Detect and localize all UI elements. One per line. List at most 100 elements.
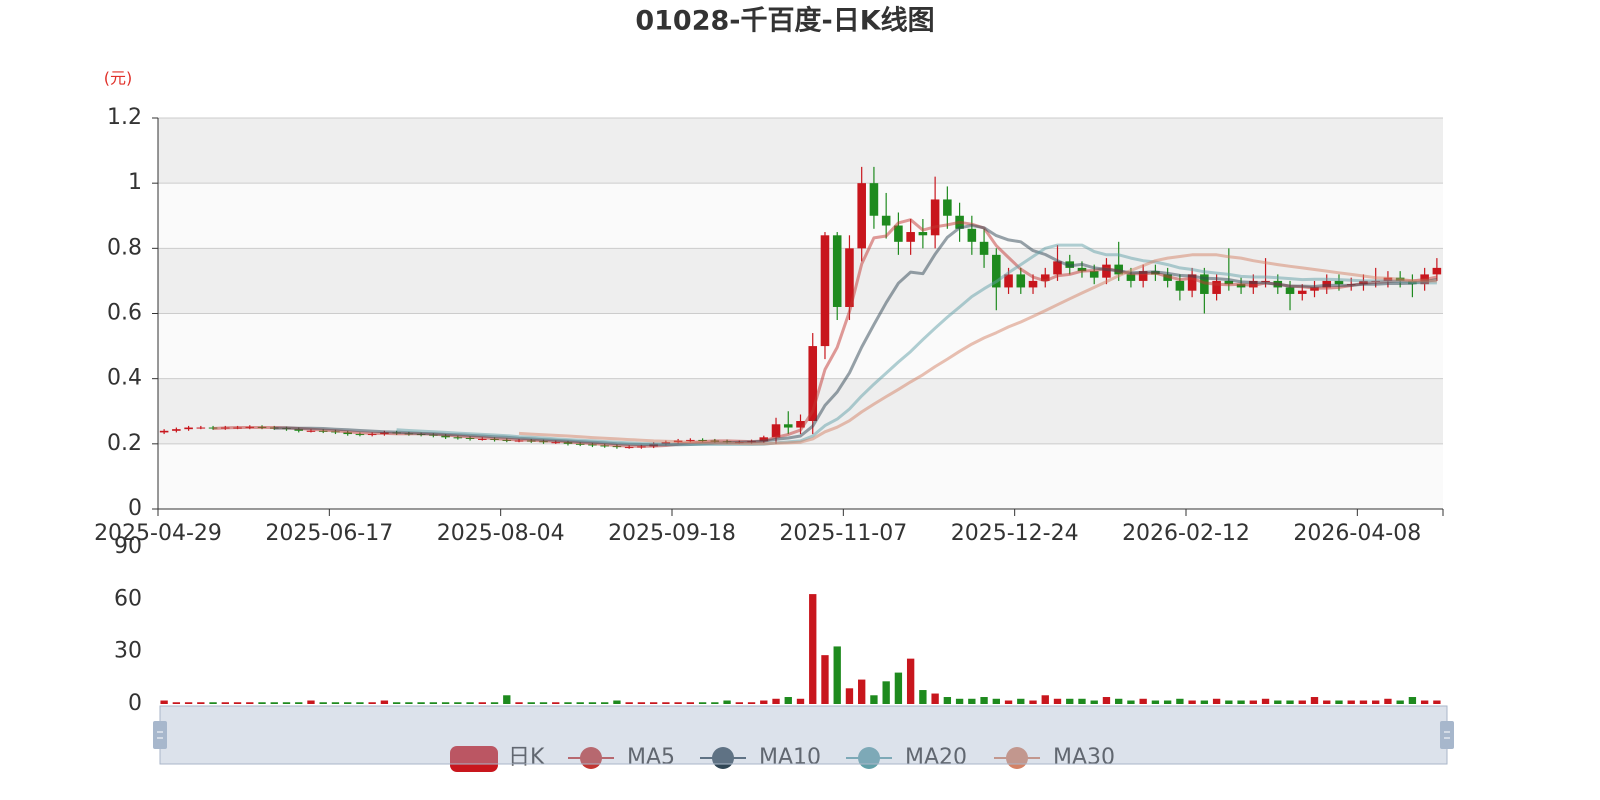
candle-body (453, 437, 463, 439)
volume-bar (1249, 700, 1257, 704)
volume-bar (184, 702, 193, 704)
candle-body (1212, 280, 1221, 294)
candle-body (943, 199, 952, 216)
y-tick-label: 1 (128, 170, 142, 195)
x-tick-label: 2026-02-12 (1122, 521, 1250, 546)
candle-body (1077, 267, 1087, 272)
candle-body (759, 437, 769, 442)
legend-label[interactable]: MA5 (627, 745, 675, 770)
split-area (158, 313, 1443, 379)
candle-body (1053, 261, 1062, 275)
volume-bar (955, 698, 964, 704)
volume-bar (454, 702, 462, 704)
volume-bar (1335, 700, 1343, 704)
volume-bar (1115, 698, 1123, 704)
volume-bar (796, 698, 805, 704)
candle-body (796, 421, 805, 428)
volume-bar (270, 702, 278, 704)
candle-body (1432, 267, 1442, 275)
volume-bar (992, 698, 1000, 704)
volume-bar (564, 702, 572, 704)
volume-bar (1127, 700, 1135, 704)
legend-icon[interactable] (450, 746, 498, 772)
candle-body (894, 225, 903, 242)
legend-label[interactable]: MA30 (1053, 745, 1115, 770)
ma-line (274, 224, 1438, 447)
volume-bar (576, 702, 584, 704)
legend-label[interactable]: MA10 (759, 745, 821, 770)
volume-bar (344, 702, 352, 704)
volume-bar (392, 702, 401, 704)
candle-body (1028, 280, 1038, 288)
candle-body (1334, 280, 1344, 285)
zoom-handle[interactable] (153, 721, 167, 749)
candle-body (771, 424, 781, 438)
zoom-slider[interactable] (159, 705, 1448, 765)
volume-bar (368, 702, 376, 704)
candle-body (1102, 264, 1111, 278)
volume-bar (906, 658, 915, 704)
volume-bar (588, 702, 597, 704)
volume-bar (1384, 698, 1392, 704)
volume-bar (1041, 695, 1049, 704)
volume-bar (405, 702, 413, 704)
candle-body (832, 235, 842, 307)
x-tick-label: 2025-11-07 (779, 521, 907, 546)
volume-bar (1090, 700, 1098, 704)
split-area (158, 443, 1443, 509)
volume-bar (1408, 697, 1417, 704)
volume-bar (760, 700, 768, 704)
volume-bar (1347, 700, 1355, 704)
volume-bar (172, 702, 181, 704)
volume-bar (1053, 698, 1062, 704)
volume-bar (784, 697, 792, 704)
y-tick-label: 0 (128, 496, 142, 521)
candle-body (686, 439, 695, 441)
volume-bar (723, 700, 731, 704)
volume-bar (527, 702, 535, 704)
candle-body (820, 235, 830, 347)
volume-bar (980, 697, 988, 704)
volume-bar (1200, 700, 1209, 704)
candle-body (869, 183, 879, 216)
volume-bar (331, 702, 340, 704)
volume-bar (478, 702, 486, 704)
y-tick-label: 0.2 (107, 431, 142, 456)
volume-bar (1396, 700, 1404, 704)
volume-bar (1212, 698, 1221, 704)
x-tick-label: 2025-04-29 (94, 521, 222, 546)
volume-bar (1323, 700, 1331, 704)
candle-body (906, 232, 915, 242)
volume-bar (380, 700, 389, 704)
volume-bar (1188, 700, 1196, 704)
candle-body (1126, 274, 1136, 281)
volume-bar (1176, 698, 1184, 704)
candle-body (930, 199, 940, 236)
volume-bar (356, 702, 364, 704)
zoom-handle[interactable] (1440, 721, 1454, 749)
x-tick-label: 2026-04-08 (1293, 521, 1421, 546)
candle-body (1285, 287, 1295, 294)
volume-bar (809, 594, 817, 704)
volume-bar (417, 702, 425, 704)
candle-body (196, 427, 206, 429)
candle-body (967, 228, 977, 242)
volume-tick-label: 0 (128, 691, 142, 716)
volume-bar (1359, 700, 1368, 704)
candle-body (1016, 274, 1026, 288)
candle-body (208, 427, 218, 429)
volume-bar (515, 702, 523, 704)
volume-bar (686, 702, 695, 704)
volume-bar (1225, 700, 1233, 704)
volume-tick-label: 30 (114, 639, 142, 664)
y-tick-label: 0.8 (107, 235, 142, 260)
volume-bar (735, 702, 743, 704)
volume-bar (1163, 700, 1172, 704)
candle-body (184, 427, 193, 430)
candle-body (1297, 290, 1307, 294)
legend-label[interactable]: 日K (508, 745, 545, 770)
volume-bar (845, 688, 854, 704)
volume-bar (698, 702, 707, 704)
legend-label[interactable]: MA20 (905, 745, 967, 770)
volume-bar (258, 702, 266, 704)
